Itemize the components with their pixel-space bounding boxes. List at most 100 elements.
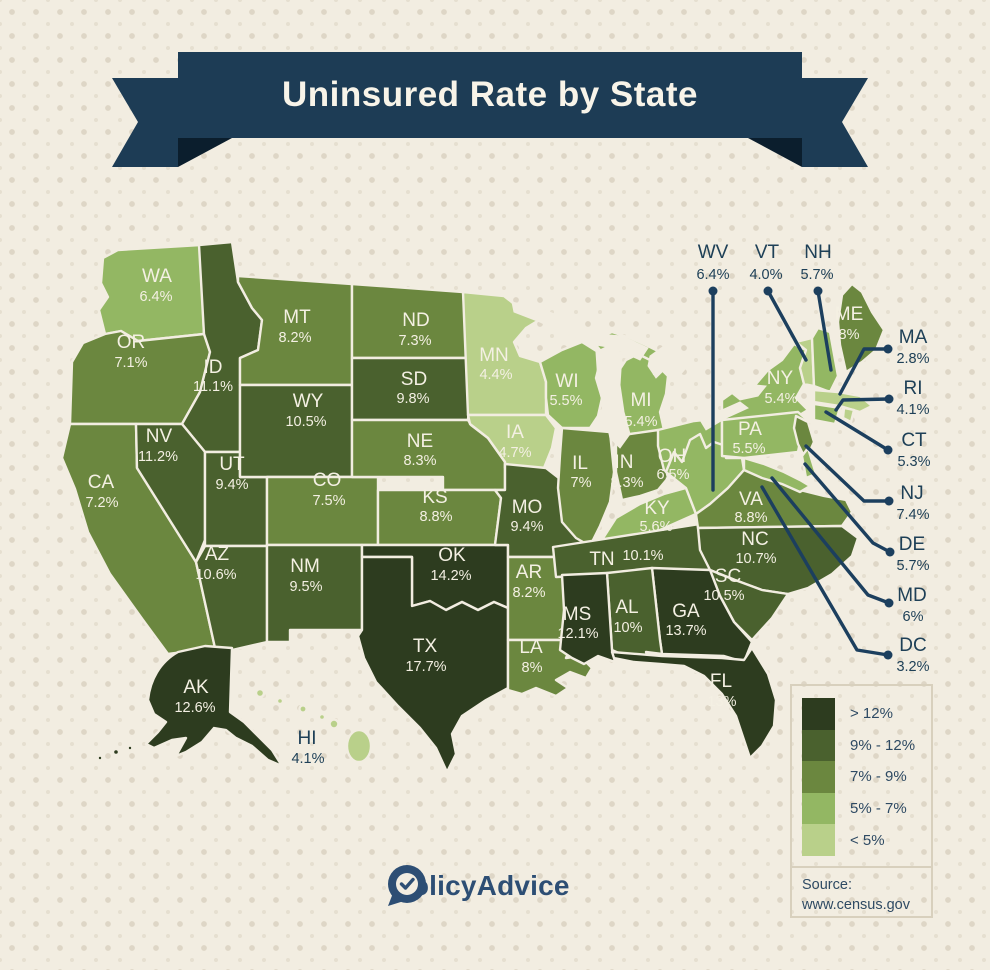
state-value-wi: 5.5% (549, 393, 582, 409)
callout-label-wv: WV (698, 242, 729, 263)
state-value-in: 8.3% (610, 475, 643, 491)
state-value-oh: 6.5% (656, 467, 689, 483)
callout-label-ma: MA (899, 327, 928, 348)
state-value-mt: 8.2% (278, 330, 311, 346)
state-value-al: 10% (613, 620, 642, 636)
callout-dot-de (885, 547, 895, 557)
title-ribbon (112, 52, 868, 167)
state-value-nc: 10.7% (735, 551, 776, 567)
state-label-ms: MS (563, 604, 592, 625)
state-ms (558, 571, 617, 666)
legend-swatch-7-9 (802, 761, 835, 793)
source-box: Source: www.census.gov (790, 866, 933, 918)
state-label-mt: MT (283, 307, 311, 328)
state-value-az: 10.6% (195, 567, 236, 583)
state-hi-island (345, 728, 373, 764)
state-label-mi: MI (630, 390, 651, 411)
callout-dot-vt (763, 286, 773, 296)
legend-swatch-gt12 (802, 698, 835, 730)
state-value-tn: 10.1% (622, 548, 663, 564)
legend-label-lt5: < 5% (850, 831, 885, 849)
callout-dot-dc (883, 650, 893, 660)
state-hi-island (298, 704, 308, 714)
state-label-ak: AK (183, 677, 209, 698)
state-label-oh: OH (658, 446, 687, 467)
state-ri (841, 406, 856, 424)
state-label-nv: NV (146, 426, 173, 447)
callout-line-nh (816, 289, 833, 372)
callout-dot-ma (883, 344, 893, 354)
callout-value-ma: 2.8% (896, 351, 929, 367)
callout-line-ma (838, 347, 890, 396)
state-nc (696, 524, 860, 596)
state-ak (144, 644, 284, 768)
state-value-mi: 5.4% (624, 414, 657, 430)
state-value-fl: 13% (707, 694, 736, 710)
source-url[interactable]: www.census.gov (802, 897, 910, 913)
state-value-ar: 8.2% (512, 585, 545, 601)
state-value-ne: 8.3% (403, 453, 436, 469)
state-la (506, 638, 594, 698)
state-label-id: ID (204, 357, 223, 378)
state-value-ia: 4.7% (498, 445, 531, 461)
state-label-tn: TN (589, 549, 614, 570)
callout-value-nj: 7.4% (896, 507, 929, 523)
state-value-ny: 5.4% (764, 391, 797, 407)
state-label-wi: WI (555, 371, 578, 392)
callout-dot-nh (813, 286, 823, 296)
legend-label-5-7: 5% - 7% (850, 800, 907, 818)
state-value-sc: 10.5% (703, 588, 744, 604)
callout-line-nj (804, 444, 891, 503)
state-value-ga: 13.7% (665, 623, 706, 639)
callout-dot-nj (884, 496, 894, 506)
state-label-mn: MN (479, 345, 509, 366)
callout-value-ct: 5.3% (897, 454, 930, 470)
callout-value-de: 5.7% (896, 558, 929, 574)
callout-line-dc (760, 485, 890, 657)
state-value-ok: 14.2% (430, 568, 471, 584)
callout-value-md: 6% (903, 609, 924, 625)
callout-label-nj: NJ (900, 483, 923, 504)
state-label-nc: NC (741, 529, 768, 550)
state-label-il: IL (572, 453, 588, 474)
callout-label-dc: DC (899, 635, 926, 656)
state-label-ky: KY (644, 498, 670, 519)
state-value-pa: 5.5% (732, 441, 765, 457)
state-label-nd: ND (402, 310, 429, 331)
state-label-hi: HI (298, 728, 317, 749)
state-label-ks: KS (422, 487, 447, 508)
callout-label-md: MD (897, 585, 927, 606)
callout-label-de: DE (899, 534, 925, 555)
state-value-wy: 10.5% (285, 414, 326, 430)
state-hi-island (254, 687, 266, 699)
state-value-ut: 9.4% (215, 477, 248, 493)
ribbon-right-fold (748, 138, 802, 167)
state-shapes (60, 240, 886, 774)
source-label: Source: (802, 877, 852, 893)
state-value-wa: 6.4% (139, 289, 172, 305)
legend-label-7-9: 7% - 9% (850, 768, 907, 786)
callout-value-nh: 5.7% (800, 267, 833, 283)
state-labels: WA 6.4% OR 7.1% CA 7.2% ID 11.1% NV 11.2… (85, 266, 863, 767)
callout-line-vt (766, 289, 808, 362)
state-label-nm: NM (290, 556, 320, 577)
state-value-co: 7.5% (312, 493, 345, 509)
legend-row: 7% - 9% (802, 761, 931, 793)
state-value-ak: 12.6% (174, 700, 215, 716)
policyadvice-bubble-icon (388, 865, 426, 906)
callout-labels: WV 6.4% VT 4.0% NH 5.7% MA 2.8% RI 4.1% … (696, 242, 930, 675)
state-ak-island (111, 747, 121, 757)
state-label-wa: WA (142, 266, 172, 287)
callout-lines (708, 286, 895, 660)
state-value-ks: 8.8% (419, 509, 452, 525)
legend-swatch-lt5 (802, 824, 835, 856)
legend-row: > 12% (802, 698, 931, 730)
callout-value-wv: 6.4% (696, 267, 729, 283)
legend-row: < 5% (802, 824, 931, 856)
legend-label-9-12: 9% - 12% (850, 736, 916, 754)
state-label-al: AL (615, 597, 638, 618)
callout-line-ri (834, 397, 891, 412)
state-label-ne: NE (407, 431, 433, 452)
state-label-ga: GA (672, 601, 700, 622)
state-value-ca: 7.2% (85, 495, 118, 511)
